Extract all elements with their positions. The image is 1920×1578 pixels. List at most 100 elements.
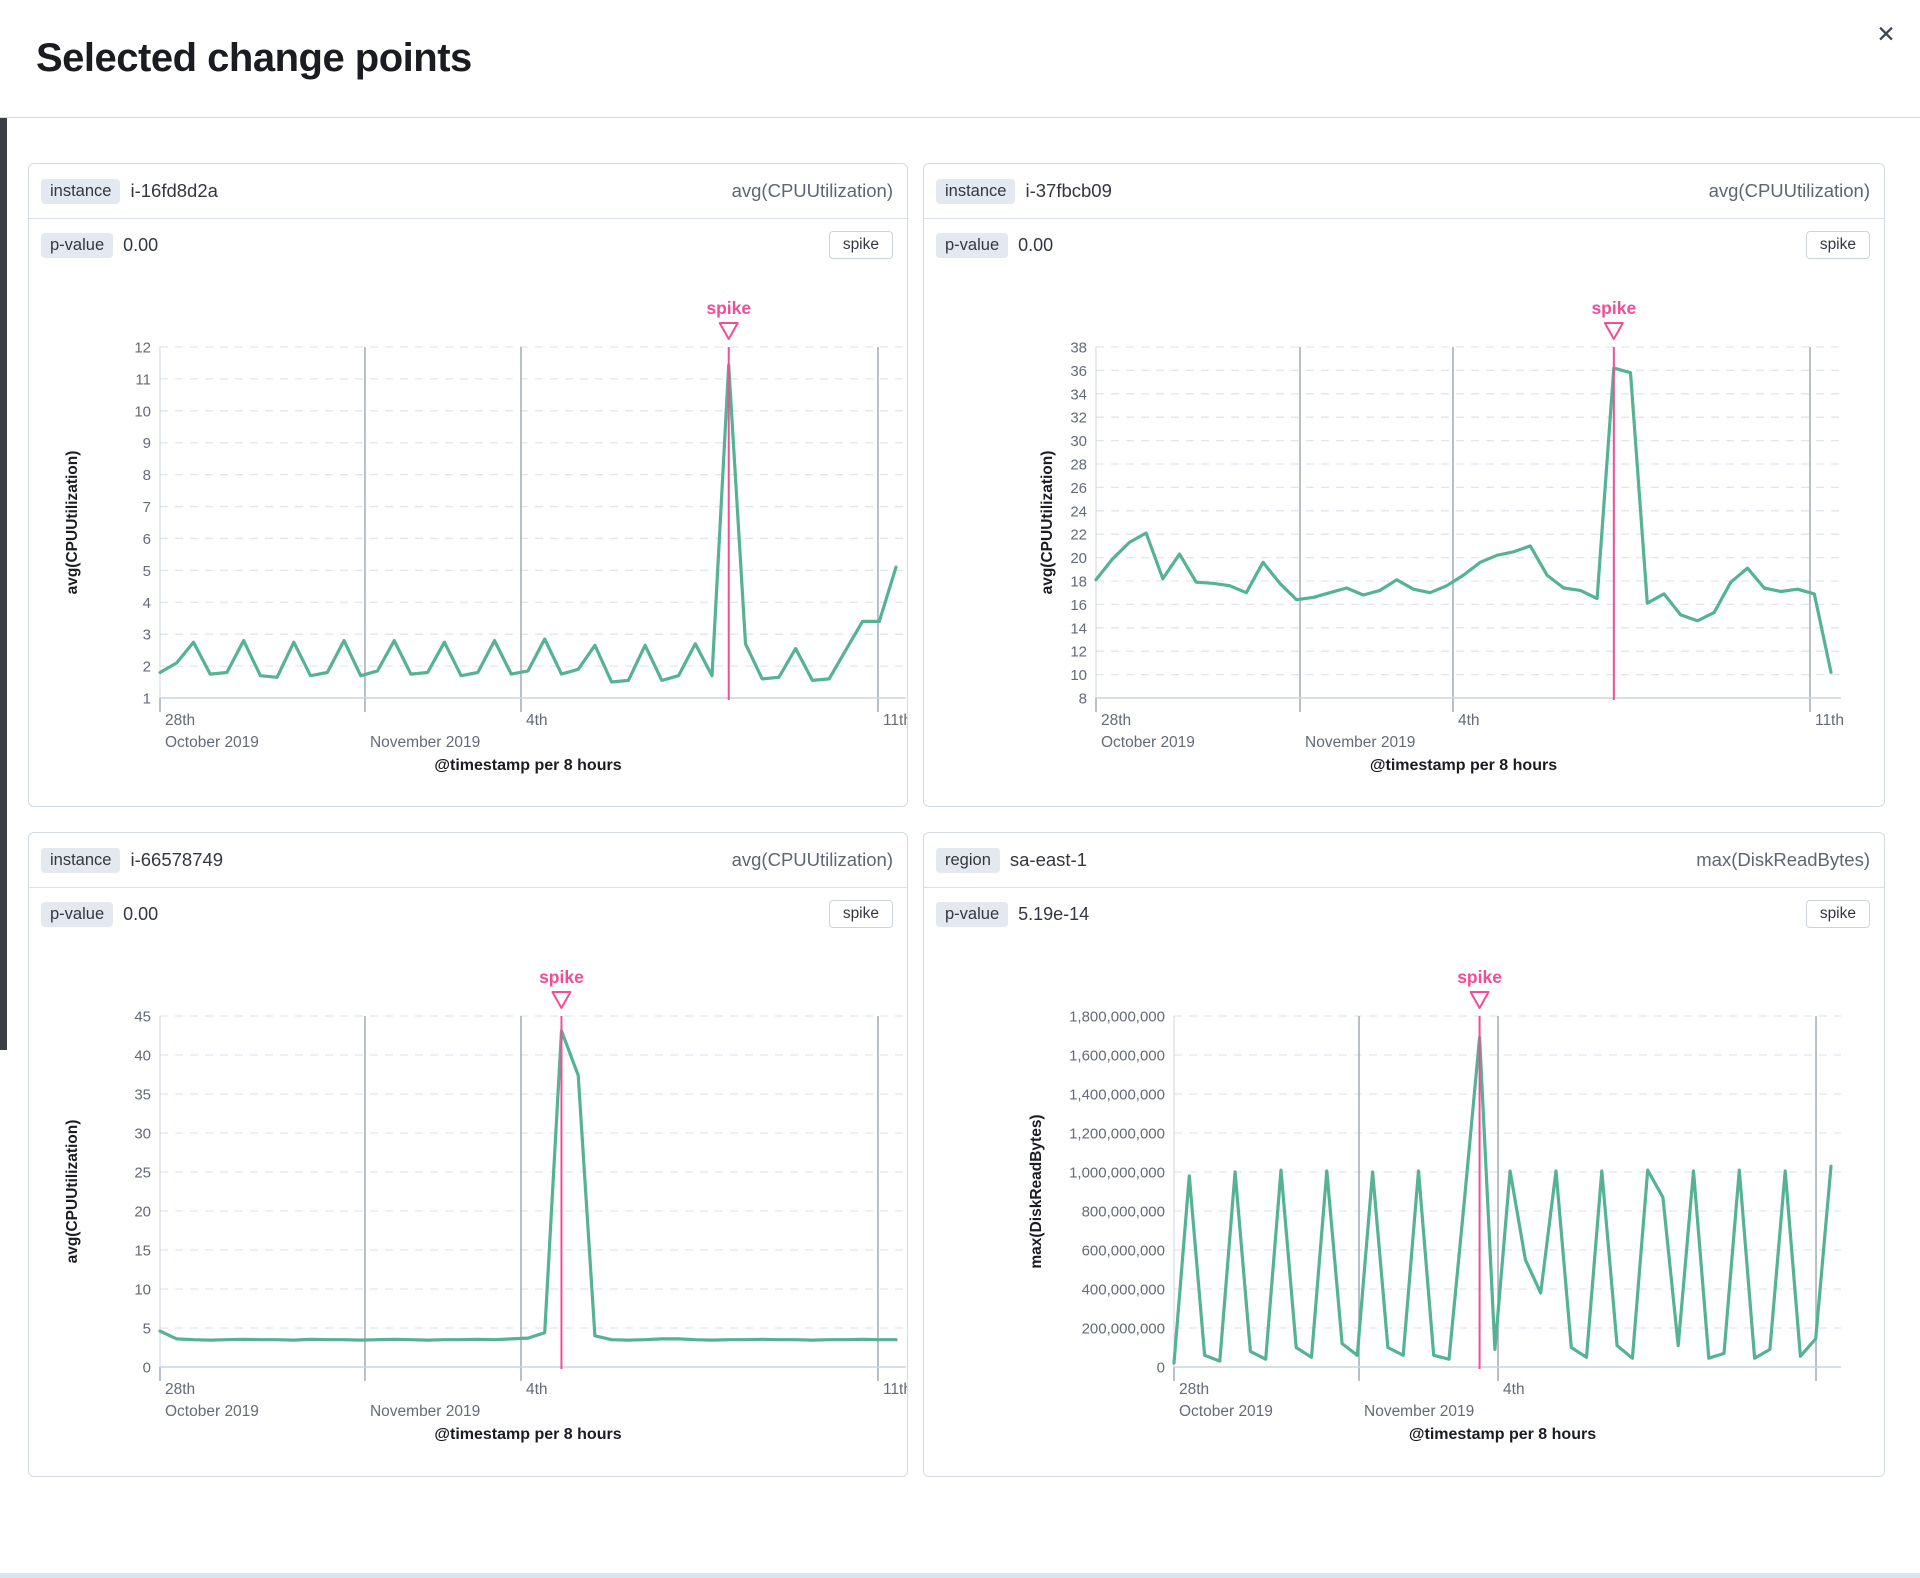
- x-tick-label: October 2019: [165, 734, 259, 751]
- spike-marker-icon: [551, 991, 572, 1009]
- x-tick-label: October 2019: [165, 1403, 259, 1420]
- spike-annotation-label: spike: [1591, 298, 1636, 318]
- spike-annotation-label: spike: [539, 967, 584, 987]
- x-axis-caption: @timestamp per 8 hours: [1370, 757, 1557, 774]
- change-point-chart[interactable]: 38 36 34 32 30 28 26 24 22 20 18 16 14 12 10 8 28th Octob…: [924, 265, 1884, 807]
- change-point-chart[interactable]: 45 40 35 30 25 20 15 10 5 0 28th October 2019 Novemb…: [29, 934, 907, 1477]
- y-tick-label: 22: [1070, 527, 1087, 544]
- x-tick-label: 28th: [1179, 1381, 1209, 1398]
- y-tick-label: 1,000,000,000: [1069, 1165, 1165, 1182]
- change-point-panel: instance i-66578749 avg(CPUUtilization) p-v…: [28, 832, 908, 1477]
- close-icon[interactable]: ✕: [1868, 16, 1904, 52]
- y-tick-label: 34: [1070, 386, 1087, 403]
- region-badge: region: [936, 847, 1000, 873]
- x-tick-label: 4th: [526, 712, 548, 729]
- y-tick-label: 200,000,000: [1082, 1321, 1165, 1338]
- x-axis-caption: @timestamp per 8 hours: [1409, 1426, 1596, 1443]
- x-tick-label: 11th: [883, 712, 907, 729]
- y-tick-label: 12: [1070, 644, 1087, 661]
- y-tick-label: 400,000,000: [1082, 1282, 1165, 1299]
- panel-header: instance i-66578749 avg(CPUUtilization): [29, 833, 907, 888]
- change-type-button[interactable]: spike: [1805, 900, 1870, 928]
- y-tick-label: 12: [134, 340, 151, 357]
- instance-badge: instance: [41, 847, 121, 873]
- y-tick-label: 10: [1070, 667, 1087, 684]
- panel-header: instance i-37fbcb09 avg(CPUUtilization): [924, 164, 1884, 219]
- instance-badge: instance: [41, 178, 121, 204]
- y-tick-label: 20: [1070, 550, 1087, 567]
- x-tick-label: 28th: [165, 1381, 195, 1398]
- y-tick-label: 9: [143, 435, 151, 452]
- panel-subheader: p-value 5.19e-14 spike: [924, 888, 1884, 934]
- partition-value: i-16fd8d2a: [130, 180, 218, 201]
- spike-marker-icon: [1603, 322, 1624, 340]
- partition-value: sa-east-1: [1009, 849, 1087, 870]
- y-tick-label: 24: [1070, 503, 1087, 520]
- panel-header: region sa-east-1 max(DiskReadBytes): [924, 833, 1884, 888]
- spike-annotation-label: spike: [1457, 967, 1502, 987]
- change-type-button[interactable]: spike: [1805, 231, 1870, 259]
- y-tick-label: 1: [143, 691, 151, 708]
- x-tick-label: 11th: [1815, 712, 1844, 729]
- panel-subheader: p-value 0.00 spike: [924, 219, 1884, 265]
- y-axis-title: avg(CPUUtilization): [64, 451, 81, 595]
- panel-header: instance i-16fd8d2a avg(CPUUtilization): [29, 164, 907, 219]
- p-value: 0.00: [1018, 234, 1054, 255]
- page-title: Selected change points: [36, 36, 472, 80]
- bottom-scroll-strip: [0, 1573, 1920, 1578]
- x-tick-label: 4th: [526, 1381, 548, 1398]
- x-tick-label: November 2019: [1364, 1403, 1474, 1420]
- change-type-button[interactable]: spike: [828, 900, 893, 928]
- y-axis-title: avg(CPUUtilization): [64, 1120, 81, 1264]
- metric-label: max(DiskReadBytes): [1696, 849, 1870, 870]
- y-tick-label: 3: [143, 627, 151, 644]
- x-tick-label: November 2019: [370, 734, 480, 751]
- y-tick-label: 10: [134, 403, 151, 420]
- x-tick-label: November 2019: [1305, 734, 1415, 751]
- x-tick-label: October 2019: [1179, 1403, 1273, 1420]
- y-tick-label: 36: [1070, 363, 1087, 380]
- spike-marker-icon: [718, 322, 739, 340]
- change-point-panel: region sa-east-1 max(DiskReadBytes) p-value…: [923, 832, 1885, 1477]
- y-tick-label: 16: [1070, 597, 1087, 614]
- y-tick-label: 20: [134, 1204, 151, 1221]
- y-axis-title: max(DiskReadBytes): [1028, 1114, 1045, 1268]
- instance-badge: instance: [936, 178, 1016, 204]
- y-tick-label: 14: [1070, 620, 1087, 637]
- background-page-edge: [0, 26, 7, 1050]
- x-tick-label: 11th: [883, 1381, 907, 1398]
- metric-label: avg(CPUUtilization): [731, 849, 893, 870]
- p-value: 0.00: [123, 903, 159, 924]
- x-tick-label: 28th: [1101, 712, 1131, 729]
- y-axis-title: avg(CPUUtilization): [1039, 451, 1056, 595]
- metric-label: avg(CPUUtilization): [731, 180, 893, 201]
- y-tick-label: 5: [143, 1321, 151, 1338]
- y-tick-label: 45: [134, 1009, 151, 1026]
- x-axis-caption: @timestamp per 8 hours: [434, 1426, 621, 1443]
- spike-marker-icon: [1469, 991, 1490, 1009]
- y-tick-label: 7: [143, 499, 151, 516]
- y-tick-label: 28: [1070, 457, 1087, 474]
- p-value-badge: p-value: [936, 901, 1009, 927]
- y-tick-label: 38: [1070, 340, 1087, 357]
- y-tick-label: 600,000,000: [1082, 1243, 1165, 1260]
- y-tick-label: 1,600,000,000: [1069, 1048, 1165, 1065]
- y-tick-label: 18: [1070, 574, 1087, 591]
- panel-subheader: p-value 0.00 spike: [29, 219, 907, 265]
- y-tick-label: 2: [143, 659, 151, 676]
- y-tick-label: 0: [1157, 1360, 1165, 1377]
- series-line: [1172, 1035, 1833, 1365]
- change-type-button[interactable]: spike: [828, 231, 893, 259]
- series-line: [1094, 366, 1833, 674]
- y-tick-label: 30: [1070, 433, 1087, 450]
- change-point-chart[interactable]: 12 11 10 9 8 7 6 5 4 3 2 1 28th October 2019 November …: [29, 265, 907, 807]
- metric-label: avg(CPUUtilization): [1708, 180, 1870, 201]
- change-point-chart[interactable]: 1,800,000,000 1,600,000,000 1,400,000,000 1…: [924, 934, 1884, 1477]
- y-tick-label: 11: [135, 371, 151, 388]
- y-tick-label: 0: [143, 1360, 151, 1377]
- partition-value: i-66578749: [130, 849, 224, 870]
- y-tick-label: 8: [1079, 691, 1087, 708]
- x-tick-label: November 2019: [370, 1403, 480, 1420]
- series-line: [158, 1029, 898, 1342]
- change-point-panel: instance i-16fd8d2a avg(CPUUtilization) p-v…: [28, 163, 908, 807]
